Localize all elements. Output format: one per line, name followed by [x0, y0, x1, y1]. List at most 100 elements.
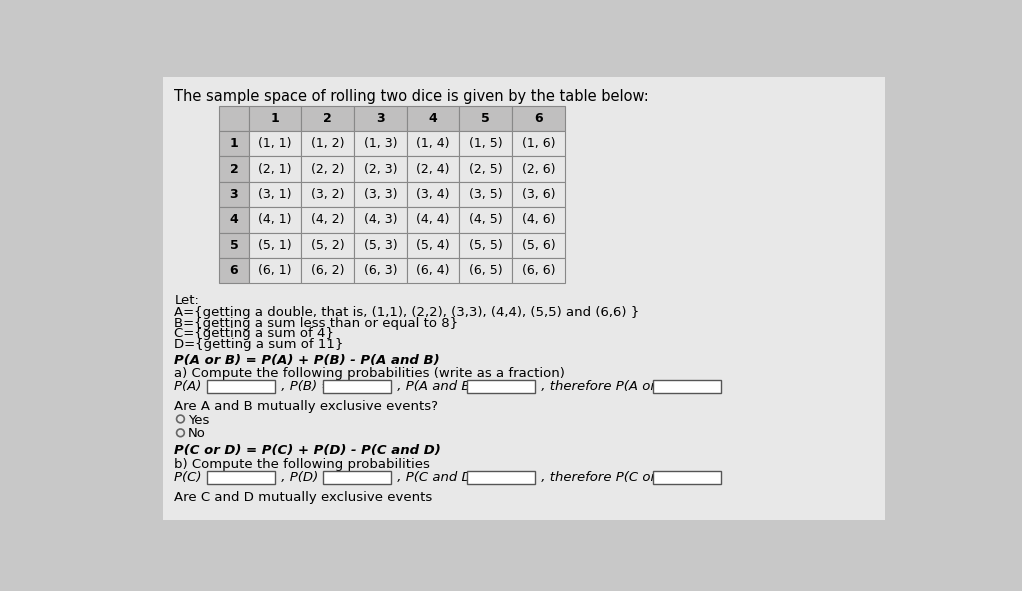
Bar: [301, 258, 354, 284]
Text: The sample space of rolling two dice is given by the table below:: The sample space of rolling two dice is …: [174, 89, 649, 105]
Text: , therefore P(A or B) =: , therefore P(A or B) =: [537, 380, 694, 393]
Text: 3: 3: [376, 112, 384, 125]
Bar: [407, 131, 460, 157]
Bar: [512, 106, 565, 131]
Bar: [653, 381, 722, 393]
Text: Let:: Let:: [174, 294, 199, 307]
Bar: [354, 106, 407, 131]
Text: C={getting a sum of 4}: C={getting a sum of 4}: [174, 327, 334, 340]
Bar: [354, 182, 407, 207]
Text: Are A and B mutually exclusive events?: Are A and B mutually exclusive events?: [174, 401, 438, 414]
Bar: [354, 258, 407, 284]
Text: 5: 5: [230, 239, 238, 252]
Bar: [407, 258, 460, 284]
Text: (2, 1): (2, 1): [259, 163, 291, 176]
Bar: [407, 157, 460, 182]
Text: (3, 5): (3, 5): [469, 188, 503, 201]
Bar: [512, 207, 565, 233]
Text: (4, 5): (4, 5): [469, 213, 503, 226]
Text: (5, 1): (5, 1): [259, 239, 292, 252]
Text: (5, 6): (5, 6): [521, 239, 555, 252]
Bar: [512, 131, 565, 157]
Text: a) Compute the following probabilities (write as a fraction): a) Compute the following probabilities (…: [174, 368, 565, 381]
Text: (2, 3): (2, 3): [364, 163, 398, 176]
Bar: [301, 182, 354, 207]
Bar: [248, 258, 301, 284]
Bar: [248, 182, 301, 207]
Text: (6, 3): (6, 3): [364, 264, 398, 277]
Bar: [248, 106, 301, 131]
Text: , therefore P(C or D) =: , therefore P(C or D) =: [537, 471, 695, 484]
Text: (4, 3): (4, 3): [364, 213, 398, 226]
Bar: [512, 157, 565, 182]
Bar: [460, 233, 512, 258]
Text: (6, 5): (6, 5): [469, 264, 503, 277]
Text: 1: 1: [271, 112, 279, 125]
Text: B={getting a sum less than or equal to 8}: B={getting a sum less than or equal to 8…: [174, 317, 459, 330]
Bar: [467, 381, 536, 393]
Bar: [206, 381, 275, 393]
Bar: [460, 258, 512, 284]
Text: , P(D) =: , P(D) =: [277, 471, 337, 484]
Text: , P(C and D) =: , P(C and D) =: [392, 471, 497, 484]
Text: (4, 2): (4, 2): [311, 213, 344, 226]
Bar: [407, 207, 460, 233]
Text: (4, 6): (4, 6): [522, 213, 555, 226]
Bar: [323, 381, 391, 393]
Bar: [460, 182, 512, 207]
Text: A={getting a double, that is, (1,1), (2,2), (3,3), (4,4), (5,5) and (6,6) }: A={getting a double, that is, (1,1), (2,…: [174, 306, 640, 319]
Text: Yes: Yes: [188, 414, 210, 427]
Bar: [301, 131, 354, 157]
Text: (1, 4): (1, 4): [416, 137, 450, 150]
Bar: [219, 207, 248, 233]
Text: 2: 2: [230, 163, 238, 176]
Bar: [301, 157, 354, 182]
Bar: [354, 131, 407, 157]
Text: 3: 3: [230, 188, 238, 201]
Text: (6, 2): (6, 2): [311, 264, 344, 277]
Bar: [219, 157, 248, 182]
Bar: [219, 106, 248, 131]
Text: No: No: [188, 427, 206, 440]
Bar: [407, 106, 460, 131]
Text: (3, 6): (3, 6): [522, 188, 555, 201]
Bar: [407, 233, 460, 258]
Bar: [460, 131, 512, 157]
Bar: [219, 131, 248, 157]
Text: (3, 3): (3, 3): [364, 188, 398, 201]
Text: (3, 4): (3, 4): [416, 188, 450, 201]
Text: (1, 1): (1, 1): [259, 137, 291, 150]
Text: b) Compute the following probabilities: b) Compute the following probabilities: [174, 458, 430, 471]
Bar: [460, 106, 512, 131]
Text: (1, 3): (1, 3): [364, 137, 398, 150]
Text: (6, 4): (6, 4): [416, 264, 450, 277]
Text: (2, 6): (2, 6): [522, 163, 555, 176]
Bar: [248, 157, 301, 182]
Text: P(C) =: P(C) =: [174, 471, 222, 484]
Text: (2, 5): (2, 5): [469, 163, 503, 176]
Text: 2: 2: [323, 112, 332, 125]
Text: (2, 4): (2, 4): [416, 163, 450, 176]
Text: P(A or B) = P(A) + P(B) - P(A and B): P(A or B) = P(A) + P(B) - P(A and B): [174, 353, 439, 366]
Bar: [467, 471, 536, 483]
Circle shape: [177, 415, 184, 423]
Bar: [407, 182, 460, 207]
Text: 6: 6: [535, 112, 543, 125]
Text: 4: 4: [428, 112, 437, 125]
Text: (1, 5): (1, 5): [469, 137, 503, 150]
Bar: [653, 471, 722, 483]
Text: Are C and D mutually exclusive events: Are C and D mutually exclusive events: [174, 491, 432, 504]
Bar: [323, 471, 391, 483]
Bar: [512, 182, 565, 207]
Bar: [512, 233, 565, 258]
Bar: [219, 233, 248, 258]
Text: D={getting a sum of 11}: D={getting a sum of 11}: [174, 338, 343, 351]
Bar: [512, 258, 565, 284]
Bar: [248, 207, 301, 233]
Text: (2, 2): (2, 2): [311, 163, 344, 176]
Bar: [219, 258, 248, 284]
Bar: [219, 182, 248, 207]
Text: 5: 5: [481, 112, 491, 125]
Circle shape: [177, 429, 184, 437]
Bar: [460, 157, 512, 182]
